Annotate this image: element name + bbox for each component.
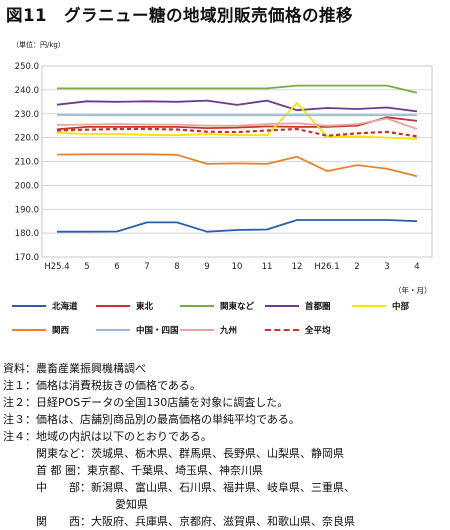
legend-item: 関西 — [12, 324, 69, 336]
series-line-関西 — [57, 154, 417, 176]
x-tick-label: 6 — [114, 262, 119, 272]
axis-unit-note: （年・月） — [394, 285, 432, 296]
legend-label: 北海道 — [52, 300, 78, 312]
legend-swatch — [96, 329, 130, 331]
x-tick-label: 5 — [84, 262, 89, 272]
legend-swatch — [96, 305, 130, 307]
legend-swatch — [265, 329, 299, 331]
legend-item: 全平均 — [265, 324, 331, 336]
y-tick-label: 180.0 — [15, 229, 39, 239]
legend-label: 東北 — [136, 300, 153, 312]
x-tick-label: 3 — [384, 262, 389, 272]
chart-legend: 北海道 東北 関東など 首都圏 中部関西 中国・四国 九州 全平均 — [0, 296, 450, 346]
legend-item: 中国・四国 — [96, 324, 179, 336]
note-region-shutoken: 首 都 圏：東京都、千葉県、埼玉県、神奈川県 — [3, 462, 448, 479]
x-tick-label: H25.4 — [44, 262, 69, 272]
legend-label: 関西 — [52, 324, 69, 336]
legend-label: 関東など — [220, 300, 254, 312]
x-tick-label: 2 — [354, 262, 359, 272]
x-tick-label: H26.1 — [314, 262, 339, 272]
legend-swatch — [12, 329, 46, 331]
legend-label: 中国・四国 — [136, 324, 179, 336]
note-2: 注２：日経POSデータの全国130店舗を対象に調査した。 — [3, 394, 448, 411]
legend-swatch — [180, 329, 214, 331]
note-1: 注１：価格は消費税抜きの価格である。 — [3, 377, 448, 394]
note-3: 注３：価格は、店舗別商品別の最高価格の単純平均である。 — [3, 411, 448, 428]
legend-label: 首都圏 — [305, 300, 331, 312]
y-tick-label: 220.0 — [15, 134, 39, 144]
y-tick-label: 210.0 — [15, 158, 39, 168]
y-tick-label: 170.0 — [15, 253, 39, 263]
y-tick-label: 240.0 — [15, 86, 39, 96]
legend-item: 首都圏 — [265, 300, 331, 312]
legend-item: 中部 — [352, 300, 409, 312]
y-tick-label: 250.0 — [15, 62, 39, 72]
series-line-首都圏 — [57, 101, 417, 112]
x-tick-label: 8 — [174, 262, 179, 272]
notes-block: 資料：農畜産業振興機構調べ 注１：価格は消費税抜きの価格である。 注２：日経PO… — [3, 360, 448, 530]
x-tick-label: 4 — [414, 262, 419, 272]
note-source: 資料：農畜産業振興機構調べ — [3, 360, 448, 377]
y-tick-label: 230.0 — [15, 110, 39, 120]
x-tick-label: 12 — [292, 262, 303, 272]
legend-item: 関東など — [180, 300, 254, 312]
x-tick-label: 11 — [262, 262, 273, 272]
legend-swatch — [12, 305, 46, 307]
note-region-chubu: 中 部：新潟県、富山県、石川県、福井県、岐阜県、三重県、 — [3, 479, 448, 496]
x-tick-label: 7 — [144, 262, 149, 272]
y-tick-label: 190.0 — [15, 205, 39, 215]
note-region-kanto: 関東など：茨城県、栃木県、群馬県、長野県、山梨県、静岡県 — [3, 445, 448, 462]
legend-item: 北海道 — [12, 300, 78, 312]
x-tick-label: 9 — [204, 262, 209, 272]
series-line-関東など — [57, 86, 417, 93]
legend-label: 九州 — [220, 324, 237, 336]
series-line-北海道 — [57, 220, 417, 232]
legend-label: 中部 — [392, 300, 409, 312]
note-4: 注４：地域の内訳は以下のとおりである。 — [3, 428, 448, 445]
y-tick-label: 200.0 — [15, 181, 39, 191]
legend-swatch — [352, 305, 386, 307]
legend-item: 東北 — [96, 300, 153, 312]
line-chart: 170.0 180.0 190.0 200.0 210.0 220.0 230.0 240.0… — [0, 0, 450, 300]
note-region-kansai: 関 西：大阪府、兵庫県、京都府、滋賀県、和歌山県、奈良県 — [3, 513, 448, 530]
legend-swatch — [265, 305, 299, 307]
legend-label: 全平均 — [305, 324, 331, 336]
legend-swatch — [180, 305, 214, 307]
legend-item: 九州 — [180, 324, 237, 336]
note-region-chubu-cont: 愛知県 — [3, 496, 448, 513]
x-tick-label: 10 — [232, 262, 243, 272]
